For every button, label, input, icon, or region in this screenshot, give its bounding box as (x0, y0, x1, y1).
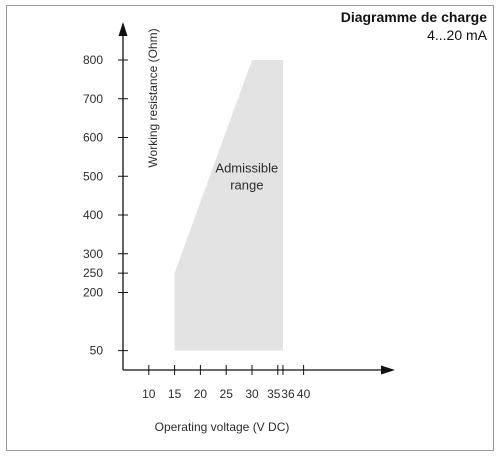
y-tick-label: 600 (83, 131, 103, 145)
y-tick-label: 300 (83, 247, 103, 261)
admissible-range-label: Admissible (215, 160, 278, 175)
x-tick-label: 20 (194, 387, 208, 401)
x-tick-label: 10 (142, 387, 156, 401)
chart-subtitle: 4...20 mA (427, 27, 487, 43)
y-axis-label: Working resistance (Ohm) (146, 28, 160, 167)
x-axis-arrow (381, 365, 395, 375)
x-tick-label: 15 (168, 387, 182, 401)
x-tick-label: 40 (297, 387, 311, 401)
admissible-range-area (174, 60, 283, 351)
y-tick-label: 50 (90, 344, 104, 358)
y-tick-label: 700 (83, 92, 103, 106)
x-tick-label: 30 (245, 387, 259, 401)
x-tick-label: 25 (220, 387, 234, 401)
y-tick-label: 250 (83, 266, 103, 280)
y-tick-label: 200 (83, 286, 103, 300)
y-tick-label: 800 (83, 53, 103, 67)
x-tick-label: 36 (281, 387, 295, 401)
y-axis-arrow (118, 22, 128, 36)
x-tick-label: 35 (267, 387, 281, 401)
y-tick-label: 400 (83, 208, 103, 222)
x-axis-label: Operating voltage (V DC) (155, 420, 290, 434)
chart-title-block: Diagramme de charge 4...20 mA (341, 9, 487, 43)
y-tick-label: 500 (83, 169, 103, 183)
chart-title: Diagramme de charge (340, 9, 487, 25)
admissible-range-label: range (230, 177, 263, 192)
